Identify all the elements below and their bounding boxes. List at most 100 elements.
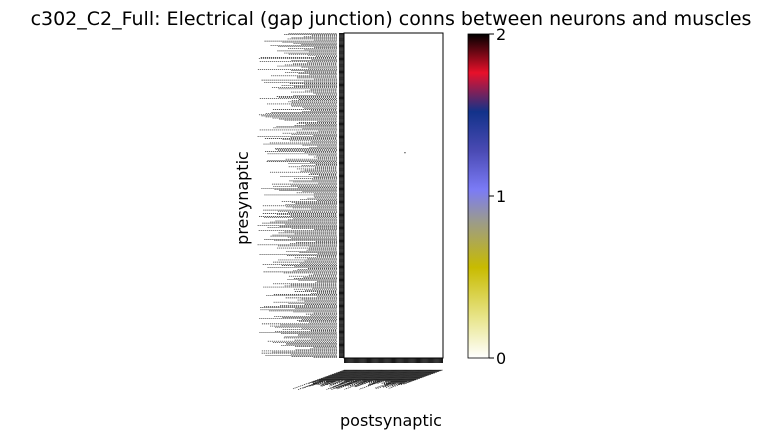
x-tick-label (369, 369, 405, 383)
x-tick-label (331, 369, 372, 385)
x-tick-label (369, 369, 412, 386)
x-tick-label (344, 369, 398, 390)
x-tick-label (333, 369, 385, 389)
x-tick-label (337, 369, 369, 382)
x-tick-label (319, 369, 364, 387)
x-tick-label (397, 369, 439, 385)
x-tick-label (316, 369, 358, 386)
x-tick-label (292, 369, 345, 390)
x-tick-label (409, 369, 441, 382)
x-tick-label (403, 369, 443, 385)
x-tick-label (320, 369, 367, 387)
x-axis-label: postsynaptic (340, 411, 442, 430)
x-tick-label (349, 369, 383, 383)
x-tick-label (318, 369, 360, 386)
x-tick-label (354, 369, 402, 388)
x-tick-label (340, 369, 377, 384)
x-tick-label (385, 369, 435, 389)
x-tick-label (388, 369, 440, 389)
x-tick-label (354, 369, 392, 384)
x-tick-label (376, 369, 415, 384)
colorbar-tick-label: 2 (496, 25, 506, 44)
chart-title: c302_C2_Full: Electrical (gap junction) … (31, 8, 752, 30)
x-tick-label (339, 369, 388, 388)
x-ticks (344, 358, 443, 363)
x-tick-label (367, 369, 411, 386)
x-tick-label (383, 369, 423, 385)
x-tick-label (390, 369, 422, 382)
x-tick-labels (292, 369, 443, 391)
x-tick-label (303, 369, 353, 389)
x-tick-label (383, 369, 432, 388)
heatmap-cells (404, 152, 406, 154)
colorbar-tick-label: 0 (496, 349, 506, 368)
x-tick-label (373, 369, 406, 382)
x-tick-label (344, 369, 389, 387)
x-tick-label (384, 369, 427, 386)
x-tick-label (329, 369, 382, 389)
x-tick-label (312, 369, 348, 383)
x-tick-label (392, 369, 431, 385)
x-tick-label (376, 369, 429, 390)
colorbar-ticks: 0 1 2 (489, 25, 506, 368)
x-tick-label (311, 369, 347, 383)
x-tick-label (319, 369, 349, 382)
x-tick-label (335, 369, 387, 389)
x-tick-label (330, 369, 365, 383)
x-tick-label (354, 369, 401, 388)
x-tick-label (388, 369, 420, 382)
x-tick-label (374, 369, 403, 381)
x-tick-label (374, 369, 425, 389)
y-ticks (339, 33, 344, 358)
x-tick-label (332, 369, 380, 388)
x-tick-label (367, 369, 400, 382)
x-tick-label (367, 369, 410, 386)
x-tick-label (398, 369, 434, 383)
x-tick-label (400, 369, 436, 384)
x-tick-label (373, 369, 409, 384)
x-tick-label (361, 369, 391, 381)
x-tick-label (400, 369, 442, 386)
x-tick-label (308, 369, 346, 384)
x-tick-label (354, 369, 384, 381)
x-tick-label (385, 369, 418, 382)
x-tick-label (397, 369, 438, 385)
x-tick-label (381, 369, 419, 384)
x-tick-label (382, 369, 430, 388)
x-tick-label (312, 369, 350, 384)
x-tick-label (369, 369, 407, 384)
heatmap-cell (404, 152, 406, 154)
heatmap-plot-area (343, 32, 444, 359)
x-tick-label (382, 369, 414, 382)
x-tick-label (329, 369, 371, 386)
x-tick-label (387, 369, 424, 384)
x-tick-label (326, 369, 362, 383)
x-tick-label (359, 369, 413, 390)
x-tick-label (391, 369, 433, 386)
x-tick-label (360, 369, 397, 384)
x-tick-label (336, 369, 390, 390)
x-tick-label (384, 369, 417, 382)
x-tick-label (313, 369, 351, 384)
x-tick-label (312, 369, 356, 386)
x-tick-label (321, 369, 366, 387)
x-tick-label (384, 369, 416, 382)
x-tick-label (343, 369, 375, 382)
x-tick-label (345, 369, 376, 382)
x-tick-label (325, 369, 359, 383)
x-tick-label (326, 369, 381, 390)
x-tick-label (363, 369, 394, 382)
x-tick-label (344, 369, 373, 381)
x-tick-label (320, 369, 363, 386)
x-tick-label (341, 369, 370, 381)
x-tick-label (354, 369, 399, 387)
x-tick-label (377, 369, 408, 382)
x-tick-label (330, 369, 386, 391)
y-axis-label: presynaptic (233, 151, 252, 245)
x-tick-label (323, 369, 361, 384)
x-tick-label (383, 369, 421, 384)
colorbar-tick-label: 1 (496, 187, 506, 206)
y-tick-labels (257, 33, 337, 358)
x-tick-label (338, 369, 378, 385)
